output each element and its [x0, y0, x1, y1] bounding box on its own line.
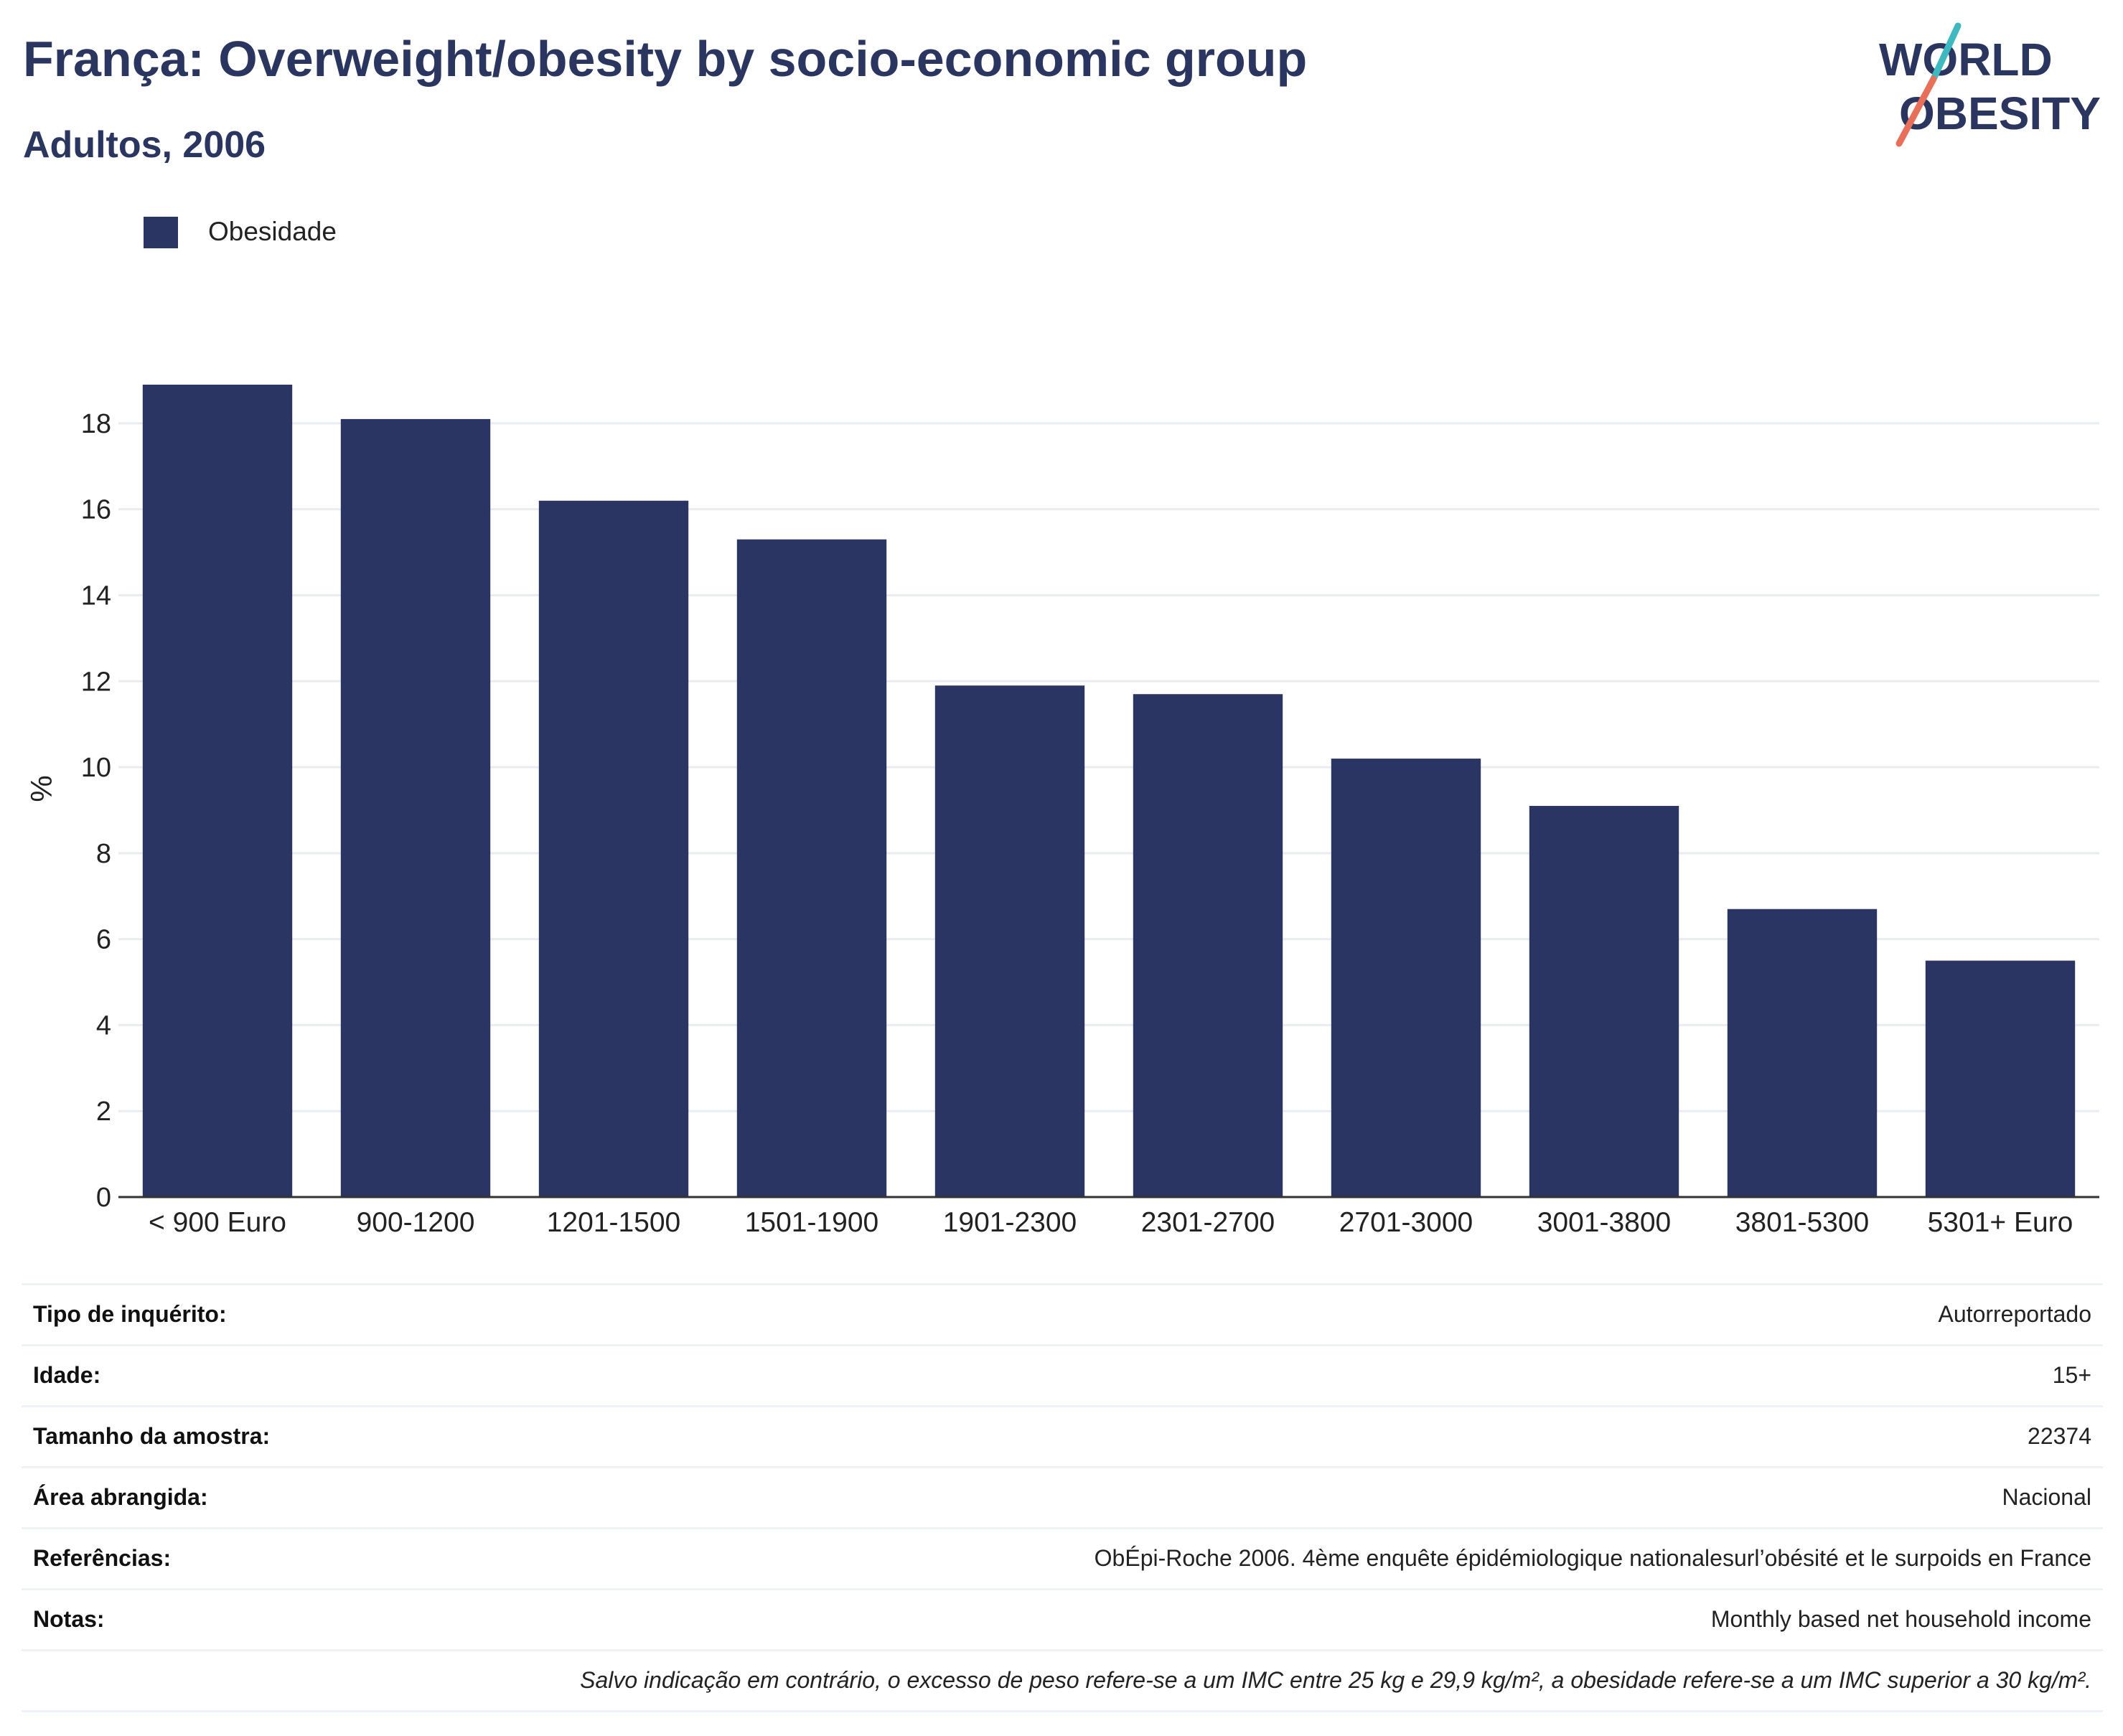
info-row-sample-size: Tamanho da amostra: 22374 — [22, 1405, 2103, 1466]
x-tick-label: 5301+ Euro — [1928, 1207, 2073, 1238]
x-tick-label: < 900 Euro — [149, 1207, 286, 1238]
info-value: ObÉpi-Roche 2006. 4ème enquête épidémiol… — [1094, 1545, 2091, 1571]
info-row-survey-type: Tipo de inquérito: Autorreportado — [22, 1283, 2103, 1344]
x-tick-label: 2301-2700 — [1141, 1207, 1275, 1238]
bar — [1331, 759, 1481, 1197]
world-obesity-logo: WORLD OBESITY — [1879, 22, 2101, 147]
x-tick-label: 900-1200 — [357, 1207, 475, 1238]
bar — [736, 539, 887, 1197]
info-value: 15+ — [2052, 1362, 2091, 1388]
y-tick-label: 14 — [81, 581, 111, 611]
y-tick-label: 10 — [81, 753, 111, 783]
info-key: Tipo de inquérito: — [33, 1301, 227, 1327]
legend-label-obesidade: Obesidade — [208, 217, 337, 246]
logo-slash-teal — [1930, 22, 1962, 83]
y-tick-label: 16 — [81, 495, 111, 525]
bar — [1529, 805, 1679, 1197]
logo-word-world: WORLD — [1879, 34, 2053, 85]
y-tick-label: 8 — [96, 839, 111, 869]
logo-slash-coral — [1895, 75, 1937, 147]
info-key: Área abrangida: — [33, 1484, 208, 1510]
x-tick-label: 3001-3800 — [1537, 1207, 1672, 1238]
bar — [538, 500, 689, 1197]
info-value: Autorreportado — [1938, 1301, 2091, 1327]
info-row-references: Referências: ObÉpi-Roche 2006. 4ème enqu… — [22, 1527, 2103, 1588]
bar-chart: 0 2 4 6 8 10 12 14 16 18% < 900 Euro 900-1200 1201-1… — [24, 384, 2099, 1238]
bar — [1925, 960, 2076, 1197]
chart-title: França: Overweight/obesity by socio-econ… — [23, 31, 1308, 87]
logo-word-obesity: OBESITY — [1899, 88, 2101, 139]
bmi-footnote: Salvo indicação em contrário, o excesso … — [580, 1667, 2091, 1693]
info-key: Tamanho da amostra: — [33, 1423, 271, 1449]
info-row-age: Idade: 15+ — [22, 1344, 2103, 1405]
bar — [1727, 909, 1878, 1197]
x-tick-label: 3801-5300 — [1735, 1207, 1870, 1238]
chart-subtitle: Adultos, 2006 — [23, 124, 266, 166]
y-tick-label: 12 — [81, 667, 111, 697]
legend-swatch-obesidade — [144, 217, 178, 248]
y-tick-label: 18 — [81, 409, 111, 439]
info-row-notes: Notas: Monthly based net household incom… — [22, 1588, 2103, 1649]
survey-info-table: Tipo de inquérito: Autorreportado Idade:… — [22, 1283, 2103, 1712]
x-tick-label: 1901-2300 — [943, 1207, 1077, 1238]
info-value: 22374 — [2028, 1423, 2091, 1449]
info-row-area: Área abrangida: Nacional — [22, 1466, 2103, 1527]
x-tick-label: 1501-1900 — [745, 1207, 879, 1238]
y-tick-label: 0 — [96, 1183, 111, 1213]
info-key: Notas: — [33, 1606, 105, 1632]
info-footnote-row: Salvo indicação em contrário, o excesso … — [22, 1649, 2103, 1712]
x-tick-label: 2701-3000 — [1339, 1207, 1473, 1238]
info-value: Nacional — [2002, 1484, 2091, 1510]
info-value: Monthly based net household income — [1710, 1606, 2091, 1632]
y-tick-label: 2 — [96, 1097, 111, 1127]
y-axis-label: % — [24, 775, 58, 802]
bar — [934, 685, 1085, 1197]
y-tick-label: 6 — [96, 925, 111, 955]
bar — [1133, 694, 1283, 1197]
y-tick-label: 4 — [96, 1010, 111, 1041]
bar — [142, 384, 293, 1197]
info-key: Idade: — [33, 1362, 101, 1388]
x-tick-label: 1201-1500 — [547, 1207, 681, 1238]
info-key: Referências: — [33, 1545, 172, 1571]
bar — [340, 418, 491, 1197]
